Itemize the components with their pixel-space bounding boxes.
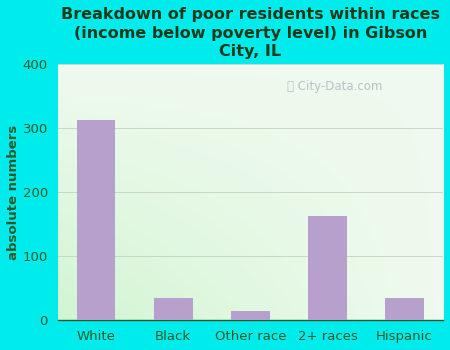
Bar [77,120,116,320]
Bar [154,298,193,320]
Y-axis label: absolute numbers: absolute numbers [7,125,20,260]
Bar [308,216,346,320]
Bar [231,311,270,320]
Bar [385,298,424,320]
Title: Breakdown of poor residents within races
(income below poverty level) in Gibson
: Breakdown of poor residents within races… [61,7,440,59]
Text: ⓘ City-Data.com: ⓘ City-Data.com [288,80,383,93]
